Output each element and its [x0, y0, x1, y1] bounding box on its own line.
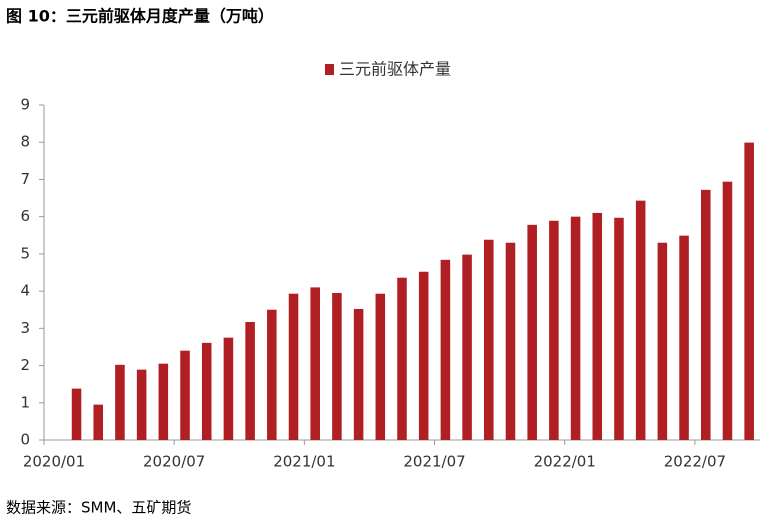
bar	[505, 242, 516, 440]
bar	[375, 293, 386, 440]
y-tick-label: 9	[20, 96, 30, 114]
x-tick-label: 2020/01	[23, 453, 85, 471]
x-tick-label: 2021/07	[403, 453, 465, 471]
bar	[136, 369, 147, 440]
bar	[722, 181, 733, 440]
bar	[267, 309, 277, 440]
bar	[115, 364, 125, 440]
bar	[180, 350, 190, 440]
bar	[71, 388, 82, 440]
y-tick-label: 0	[20, 431, 30, 449]
bar	[484, 239, 494, 440]
legend-swatch	[325, 64, 334, 75]
legend-label: 三元前驱体产量	[339, 60, 451, 79]
bar	[332, 292, 342, 440]
bar	[635, 200, 646, 440]
bar	[549, 220, 559, 440]
x-tick-label: 2022/01	[534, 453, 596, 471]
y-tick-label: 2	[20, 356, 30, 374]
bar	[201, 342, 212, 440]
source-note: 数据来源：SMM、五矿期货	[6, 499, 191, 517]
bar	[700, 189, 711, 440]
bar	[288, 293, 299, 440]
bar	[614, 217, 624, 440]
y-tick-label: 7	[20, 170, 30, 188]
bar	[353, 308, 364, 440]
y-tick-label: 4	[20, 282, 30, 300]
bar	[570, 216, 581, 440]
bar	[158, 363, 169, 440]
bar	[310, 287, 320, 440]
y-tick-label: 3	[20, 319, 30, 337]
bar	[440, 259, 451, 440]
bar	[744, 142, 754, 440]
page-title: 图 10：三元前驱体月度产量（万吨）	[6, 7, 274, 26]
y-tick-label: 1	[20, 393, 30, 411]
x-tick-label: 2020/07	[143, 453, 205, 471]
bar	[397, 277, 407, 440]
bar	[679, 235, 689, 440]
x-tick-label: 2022/07	[664, 453, 726, 471]
y-tick-label: 6	[20, 207, 30, 225]
bar	[657, 242, 668, 440]
bar	[592, 212, 603, 440]
bar	[93, 404, 104, 440]
bar	[462, 254, 472, 440]
bar	[418, 271, 429, 440]
bar	[527, 224, 537, 440]
y-tick-label: 8	[20, 133, 30, 151]
bar	[245, 322, 255, 440]
y-tick-label: 5	[20, 244, 30, 262]
bar	[223, 337, 234, 440]
x-tick-label: 2021/01	[273, 453, 335, 471]
